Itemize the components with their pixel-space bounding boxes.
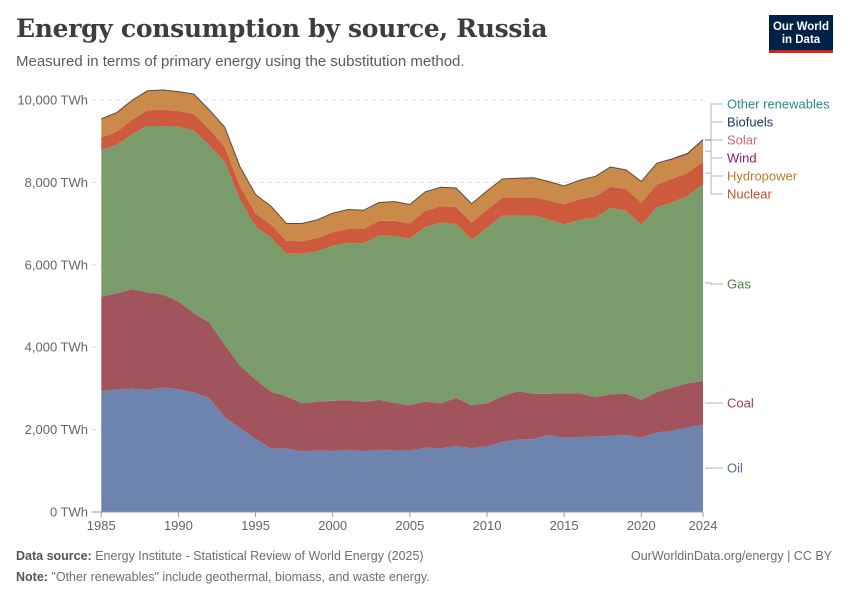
area-oil[interactable] [101,387,704,512]
note-label: Note: [16,570,48,584]
y-tick-label: 6,000 TWh [25,257,88,272]
area-nuclear[interactable] [101,109,704,254]
credit-link[interactable]: OurWorldinData.org/energy | CC BY [630,549,832,563]
label-connector [705,140,723,159]
area-gas[interactable] [101,126,704,406]
x-tick-label: 1985 [87,518,116,533]
series-label-biofuels[interactable]: Biofuels [727,115,774,130]
series-label-gas[interactable]: Gas [727,277,751,292]
x-tick-label: 2005 [395,518,424,533]
x-tick-label: 2000 [318,518,347,533]
label-connector [705,172,723,195]
y-tick-label: 2,000 TWh [25,422,88,437]
area-series [101,89,704,512]
total-outline [101,89,704,224]
series-label-wind[interactable]: Wind [727,151,757,166]
x-tick-label: 2010 [473,518,502,533]
x-tick-label: 2020 [627,518,656,533]
area-hydropower[interactable] [101,90,704,242]
owid-logo[interactable]: Our World in Data [769,15,833,53]
x-axis: 1985 1990 1995 2000 2005 2010 2015 2020 2024 [87,511,718,533]
series-label-nuclear[interactable]: Nuclear [727,187,772,202]
x-tick-label: 2015 [550,518,579,533]
logo-line-1: Our World [772,21,829,33]
area-coal[interactable] [101,289,704,452]
y-tick-label: 10,000 TWh [17,93,88,108]
logo-line-2: in Data [781,34,821,46]
y-axis-ticks: 0 TWh 2,000 TWh 4,000 TWh 6,000 TWh 8,000 TW… [17,93,88,520]
series-label-other-renewables[interactable]: Other renewables [727,97,830,112]
source-label: Data source: [16,549,92,563]
series-label-hydropower[interactable]: Hydropower [727,169,798,184]
label-connector [705,121,723,141]
series-label-coal[interactable]: Coal [727,396,754,411]
series-label-oil[interactable]: Oil [727,461,743,476]
chart-title: Energy consumption by source, Russia [16,14,548,43]
note-text: "Other renewables" include geothermal, b… [47,570,430,584]
source-text[interactable]: Energy Institute - Statistical Review of… [91,549,424,563]
x-tick-label: 1990 [164,518,193,533]
x-tick-label: 1995 [241,518,270,533]
x-tick-label: 2024 [689,518,718,533]
series-label-solar[interactable]: Solar [727,133,758,148]
label-connector [705,150,723,177]
label-connector [705,282,723,285]
y-tick-label: 8,000 TWh [25,175,88,190]
series-labels: Other renewables Biofuels Solar Wind Hydropo… [705,97,830,476]
y-tick-label: 4,000 TWh [25,340,88,355]
chart-subtitle: Measured in terms of primary energy usin… [16,53,465,70]
y-tick-label: 0 TWh [50,505,88,520]
data-source: Data source: Energy Institute - Statisti… [16,549,424,563]
chart-note: Note: "Other renewables" include geother… [16,570,430,584]
